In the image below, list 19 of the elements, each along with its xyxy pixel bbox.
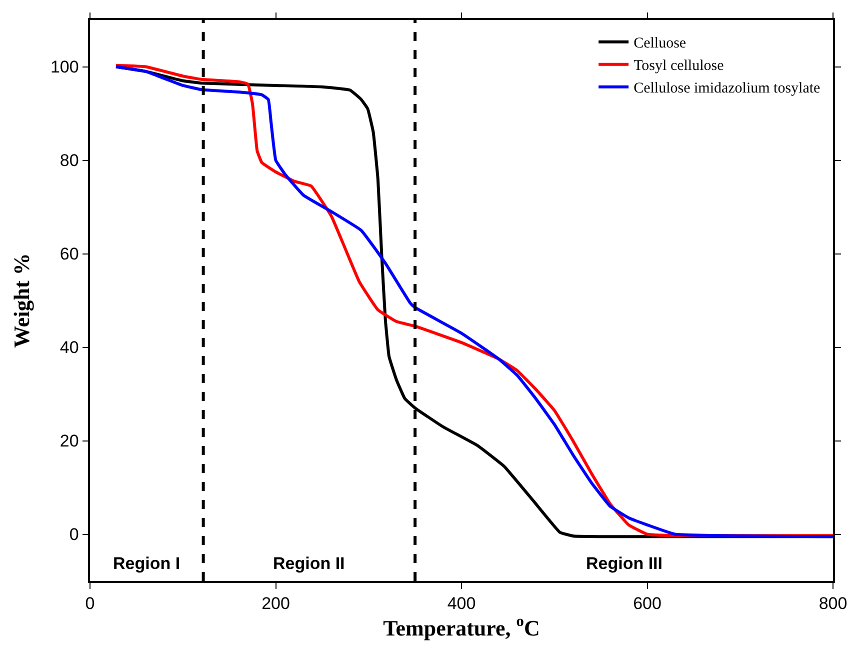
y-tick-label: 40	[60, 338, 79, 358]
y-tick-label: 0	[69, 525, 79, 544]
legend-label: Celluose	[634, 36, 686, 52]
legend-label: Tosyl cellulose	[634, 58, 724, 74]
x-axis-title: Temperature, $^{o}$C	[383, 613, 540, 640]
x-tick-label: 600	[633, 594, 662, 614]
x-tick-label: 0	[85, 594, 95, 614]
legend-label: Cellulose imidazolium tosylate	[634, 80, 821, 97]
annotation: Region III	[586, 554, 662, 573]
y-tick-label: 60	[60, 244, 79, 264]
y-axis-title: Weight %	[8, 253, 34, 348]
y-tick-label: 80	[60, 151, 79, 170]
y-tick-label: 20	[60, 432, 79, 451]
annotation: Region I	[113, 554, 180, 573]
x-tick-label: 200	[262, 594, 290, 614]
x-tick-label: 800	[818, 594, 848, 614]
annotation: Region II	[273, 554, 345, 573]
y-tick-label: 100	[50, 58, 79, 77]
x-tick-label: 400	[447, 594, 476, 614]
